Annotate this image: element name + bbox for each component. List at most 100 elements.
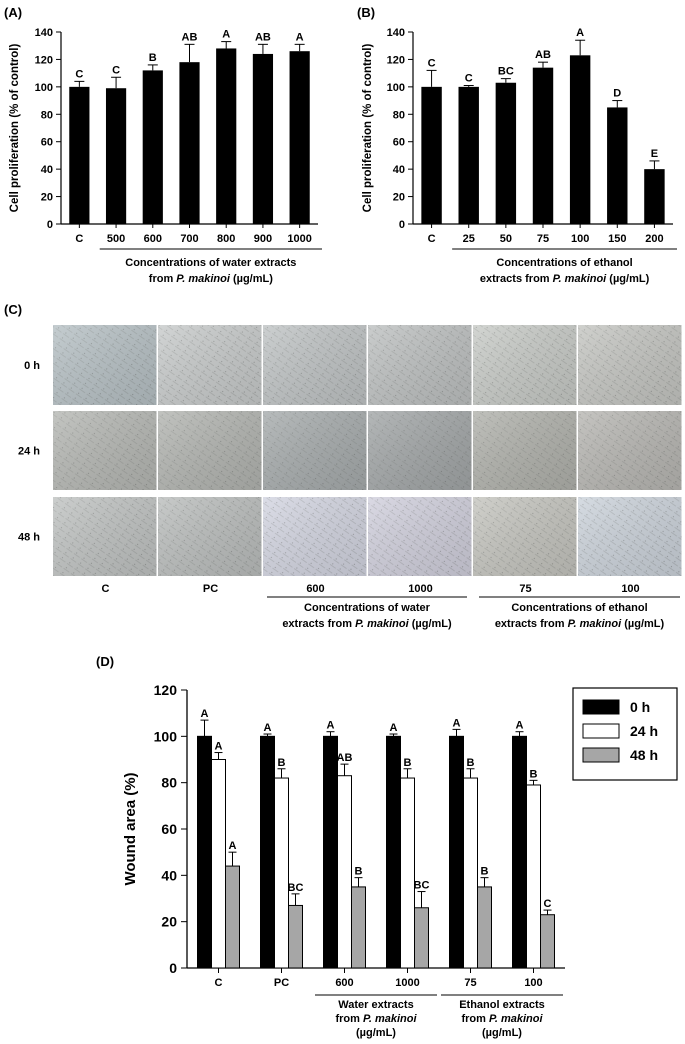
group-title-line1: Ethanol extracts [459, 999, 545, 1011]
y-tick-label: 140 [387, 27, 405, 39]
x-tick-label: 75 [464, 977, 476, 989]
group-title-suffix: (µg/mL) [621, 618, 664, 630]
micrograph-shading [473, 411, 577, 490]
micrograph-shading [53, 497, 157, 576]
panel-a-label: (A) [4, 5, 22, 20]
significance-letter: A [229, 840, 237, 852]
group-title-line2: from P. makinoi [335, 1013, 417, 1025]
y-tick-label: 60 [161, 821, 177, 837]
column-label: 1000 [408, 583, 432, 595]
micrograph-shading [368, 497, 472, 576]
group-title-line3: (µg/mL) [356, 1027, 396, 1039]
legend: 0 h 24 h 48 h [572, 687, 678, 781]
species-name: P. makinoi [568, 618, 623, 630]
x-tick-label: 100 [524, 977, 542, 989]
y-axis-title: Cell proliferation (% of control) [362, 44, 374, 213]
bar [105, 88, 127, 224]
x-tick-label: C [215, 977, 223, 989]
bar [216, 48, 237, 225]
bar-48h [225, 865, 240, 969]
bar-48h [540, 914, 555, 969]
bar [179, 62, 200, 224]
y-tick-label: 80 [161, 775, 177, 791]
significance-letter: C [75, 68, 83, 80]
bar [495, 82, 517, 224]
bar-24h [274, 777, 289, 969]
group-title-line1: Concentrations of ethanol [511, 602, 647, 614]
species-name: P. makinoi [489, 1013, 544, 1025]
group-title-line1: Concentrations of water [304, 602, 431, 614]
bar-0h [386, 735, 401, 969]
row-label: 0 h [24, 360, 40, 372]
x-tick-label: 100 [571, 233, 589, 245]
panel-a-chart: (A) 0 20 40 60 80 100 120 140 Cell proliferation… [4, 5, 322, 285]
x-tick-label: C [428, 233, 436, 245]
x-axis-title-prefix: extracts from [480, 273, 553, 285]
x-tick-label: 700 [180, 233, 198, 245]
significance-letter: AB [337, 752, 353, 764]
bar-48h [477, 886, 492, 969]
species-name: P. makinoi [363, 1013, 418, 1025]
bar-48h [288, 904, 303, 969]
y-tick-label: 80 [41, 109, 53, 121]
y-tick-label: 40 [161, 867, 177, 883]
significance-letter: BC [414, 880, 430, 892]
bar-24h [400, 777, 415, 969]
significance-letter: BC [498, 66, 514, 78]
bar [289, 51, 310, 225]
x-tick-label: 600 [335, 977, 353, 989]
significance-letter: A [453, 717, 461, 729]
y-tick-label: 100 [387, 82, 405, 94]
significance-letter: E [651, 148, 658, 160]
significance-letter: B [355, 866, 363, 878]
y-tick-label: 60 [393, 137, 405, 149]
panel-c-label: (C) [4, 302, 22, 317]
panel-b-chart: (B) 0 20 40 60 80 100 120 140 Cell proliferation… [357, 5, 677, 285]
micrograph-shading [578, 497, 682, 576]
micrograph-shading [578, 325, 682, 405]
x-tick-label: 25 [463, 233, 475, 245]
micrograph-shading [158, 497, 262, 576]
x-axis-title-suffix: (µg/mL) [230, 273, 273, 285]
bar-24h [211, 759, 226, 969]
legend-label: 48 h [630, 747, 658, 763]
group-title-line2: from P. makinoi [461, 1013, 543, 1025]
x-axis-title-suffix: (µg/mL) [606, 273, 649, 285]
y-tick-label: 0 [399, 219, 405, 231]
significance-letter: A [516, 720, 524, 732]
micrograph-shading [263, 325, 367, 405]
significance-letter: A [296, 31, 304, 43]
micrograph-shading [473, 325, 577, 405]
bar [69, 86, 90, 224]
y-tick-label: 120 [154, 682, 178, 698]
significance-letter: A [264, 722, 272, 734]
group-title-prefix: from [335, 1013, 363, 1025]
micrograph-shading [263, 411, 367, 490]
column-label: C [102, 583, 110, 595]
significance-letter: A [201, 708, 209, 720]
x-axis-title-prefix: from [149, 273, 177, 285]
x-tick-label: 50 [500, 233, 512, 245]
bar-24h [463, 777, 478, 969]
bar [607, 107, 628, 224]
micrograph-shading [368, 325, 472, 405]
x-tick-label: 200 [645, 233, 663, 245]
group-title-line2: extracts from P. makinoi (µg/mL) [282, 618, 452, 630]
bar [644, 169, 665, 224]
bar-24h [337, 775, 352, 969]
bar [532, 67, 554, 225]
y-tick-label: 100 [154, 728, 178, 744]
micrograph-shading [53, 325, 157, 405]
y-tick-label: 60 [41, 137, 53, 149]
bar [421, 86, 442, 224]
y-tick-label: 100 [35, 82, 53, 94]
panel-c-micrographs: (C) 0 h 24 h 48 h C PC 600 1000 75 100 Concentrat… [4, 302, 682, 630]
y-tick-label: 20 [393, 192, 405, 204]
y-tick-label: 20 [41, 192, 53, 204]
y-axis-title: Cell proliferation (% of control) [9, 44, 21, 213]
group-title-suffix: (µg/mL) [409, 618, 452, 630]
legend-label: 24 h [630, 723, 658, 739]
significance-letter: A [576, 27, 584, 39]
bar-0h [197, 735, 212, 969]
